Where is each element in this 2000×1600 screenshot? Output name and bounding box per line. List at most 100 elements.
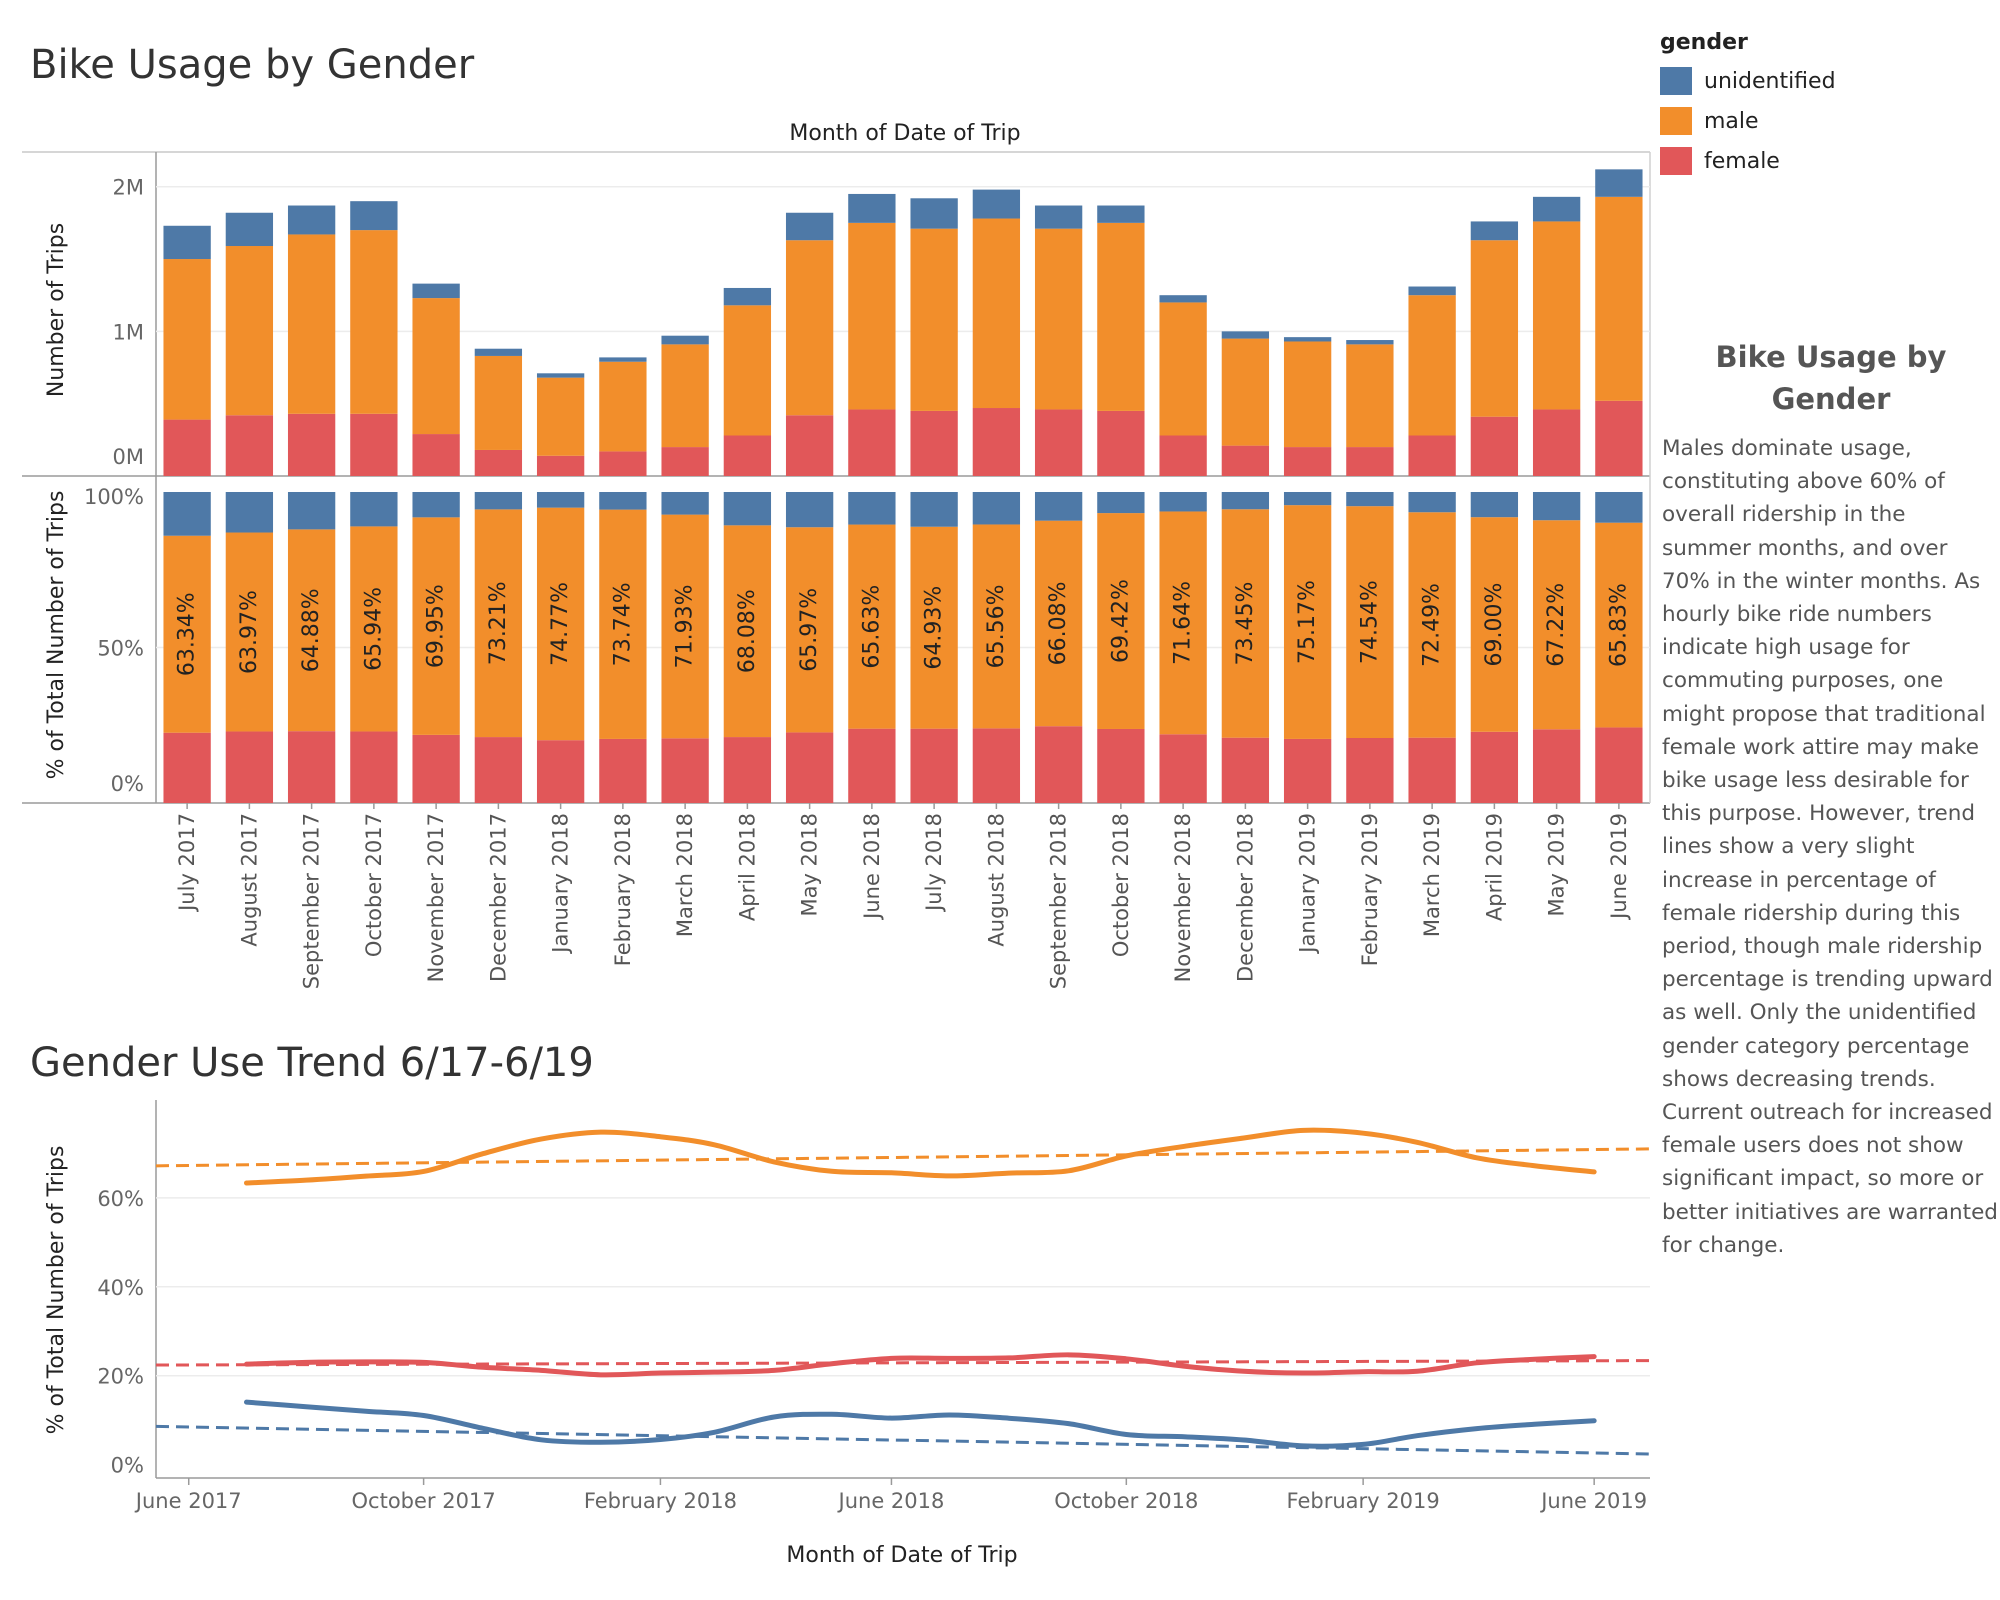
dashboard-title: Bike Usage by Gender: [30, 42, 475, 88]
category-label-march-2018: March 2018: [673, 813, 697, 937]
category-label-december-2017: December 2017: [486, 813, 510, 982]
percent-bar-male: [163, 535, 211, 733]
category-label-january-2018: January 2018: [549, 813, 573, 955]
percent-bar-male: [1408, 512, 1456, 738]
male-percent-label: 68.08%: [735, 589, 760, 673]
count-bar-female: [1283, 447, 1332, 476]
series-line-unidentified: [243, 1399, 1597, 1449]
count-bar-female: [723, 435, 772, 476]
category-label-october-2017: October 2017: [362, 813, 386, 957]
category-label-august-2017: August 2017: [237, 813, 261, 947]
count-bar-male: [536, 377, 585, 456]
count-bar-unidentified: [412, 283, 460, 299]
percent-bar-male: [350, 526, 398, 732]
percent-bar-male: [661, 514, 709, 739]
percent-bar-female: [1034, 726, 1083, 803]
legend-swatch-female: [1660, 147, 1692, 175]
male-percent-label: 65.97%: [797, 588, 822, 672]
trend-chart: 0% 20% 40% 60% June 2017 October 2017 February…: [97, 1100, 1651, 1513]
trend-chart-x-axis-title: Month of Date of Trip: [786, 1543, 1017, 1568]
legend-item-female[interactable]: female: [1660, 141, 1836, 181]
legend-title: gender: [1660, 30, 1748, 55]
category-label-april-2019: April 2019: [1482, 813, 1506, 921]
percent-bar-female: [1159, 734, 1207, 803]
percent-bar-male: [1470, 517, 1519, 732]
male-percent-label: 67.22%: [1544, 583, 1569, 667]
count-y-tick-label: 1M: [113, 320, 144, 344]
category-label-august-2018: August 2018: [984, 813, 1008, 947]
count-bar-female: [1408, 435, 1456, 476]
percent-bar-female: [1346, 738, 1394, 803]
percent-bar-female: [1532, 729, 1581, 803]
count-bar-female: [1532, 409, 1581, 476]
count-bar-female: [1034, 409, 1083, 476]
percent-bar-male: [1595, 522, 1643, 728]
count-bar-female: [350, 413, 398, 476]
count-bar-female: [848, 409, 896, 476]
category-label-june-2018: June 2018: [860, 813, 884, 921]
percent-bar-female: [723, 737, 772, 803]
percent-bar-male: [1097, 513, 1145, 729]
percent-bar-unidentified: [412, 492, 460, 518]
male-percent-label: 69.00%: [1482, 583, 1507, 667]
percent-bar-female: [599, 738, 647, 803]
legend-label-male: male: [1704, 108, 1759, 134]
count-bar-female: [163, 419, 211, 476]
male-percent-label: 65.94%: [361, 587, 386, 671]
male-percent-label: 73.45%: [1233, 582, 1258, 666]
category-label-february-2019: February 2019: [1358, 813, 1382, 966]
count-y-tick-label: 2M: [113, 176, 144, 200]
legend-swatch-male: [1660, 107, 1692, 135]
legend-item-male[interactable]: male: [1660, 101, 1836, 141]
count-bar-unidentified: [350, 201, 398, 231]
category-label-september-2017: September 2017: [300, 813, 324, 989]
percent-bar-unidentified: [661, 492, 709, 515]
percent-bar-unidentified: [474, 492, 523, 510]
count-bar-female: [1097, 410, 1145, 476]
category-label-september-2018: September 2018: [1047, 813, 1071, 989]
percent-bar-male: [1283, 505, 1332, 739]
count-bar-male: [163, 259, 211, 420]
percent-bar-unidentified: [1346, 492, 1394, 507]
count-bar-female: [412, 434, 460, 476]
male-percent-label: 74.54%: [1357, 580, 1382, 664]
count-bar-female: [287, 413, 336, 476]
percent-bar-unidentified: [1221, 492, 1270, 510]
count-bar-male: [599, 361, 647, 452]
male-percent-label: 64.88%: [299, 588, 324, 672]
count-bar-female: [536, 455, 585, 476]
percent-bar-male: [536, 507, 585, 741]
trend-line-unidentified: [155, 1424, 1651, 1456]
trend-y-tick-label: 60%: [97, 1187, 144, 1211]
legend-item-unidentified[interactable]: unidentified: [1660, 61, 1836, 101]
percent-bar-male: [972, 524, 1021, 729]
male-percent-label: 75.17%: [1295, 580, 1320, 664]
male-percent-label: 64.93%: [922, 586, 947, 670]
percent-bar-female: [661, 738, 709, 803]
trend-y-tick-label: 20%: [97, 1365, 144, 1389]
count-bar-male: [848, 222, 896, 410]
percent-bar-unidentified: [599, 492, 647, 510]
count-bar-male: [287, 234, 336, 414]
percent-bar-female: [1470, 731, 1519, 803]
count-bar-male: [412, 298, 460, 435]
percent-bar-male: [1221, 509, 1270, 738]
count-bar-male: [785, 240, 834, 416]
count-chart-y-axis-title: Number of Trips: [44, 223, 69, 397]
percent-y-tick-label: 100%: [84, 485, 144, 509]
category-label-october-2018: October 2018: [1109, 813, 1133, 957]
percent-bar-female: [785, 732, 834, 803]
count-bar-unidentified: [225, 212, 274, 247]
percent-bar-unidentified: [1408, 492, 1456, 513]
trend-chart-title: Gender Use Trend 6/17-6/19: [30, 1040, 594, 1086]
category-label-november-2017: November 2017: [424, 813, 448, 982]
count-bar-male: [474, 355, 523, 450]
annotation-body: Males dominate usage, constituting above…: [1662, 436, 1998, 1258]
percent-bar-unidentified: [1283, 492, 1332, 506]
percent-bar-unidentified: [1097, 492, 1145, 514]
trend-x-tick-label: June 2018: [837, 1489, 945, 1513]
count-bar-male: [723, 305, 772, 436]
percent-bar-female: [910, 728, 958, 803]
trend-x-tick-label: February 2018: [584, 1489, 737, 1513]
